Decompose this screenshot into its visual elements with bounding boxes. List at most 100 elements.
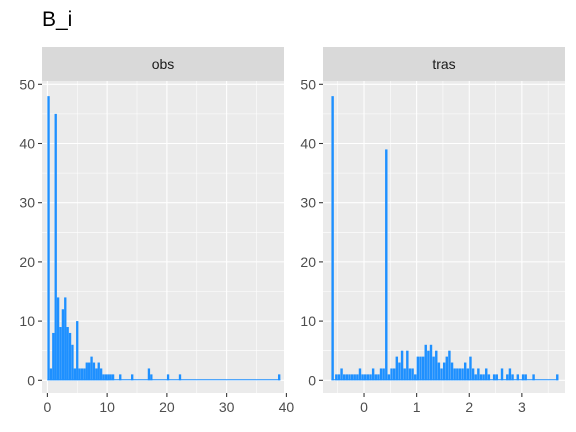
histogram-bar [516, 374, 520, 381]
histogram-bar [131, 374, 134, 381]
histogram-bar [390, 368, 393, 381]
histogram-bar [479, 374, 483, 381]
histogram-bar [511, 374, 514, 381]
histogram-bar [109, 374, 112, 381]
x-tick-label: 1 [413, 399, 421, 415]
histogram-bar [166, 374, 170, 381]
histogram-bar [88, 362, 91, 381]
histogram-bar [461, 368, 464, 381]
histogram-bar [398, 362, 401, 381]
histogram-bar [411, 368, 414, 381]
histogram-bar [487, 374, 491, 381]
facet-label: tras [432, 56, 455, 72]
histogram-bar [421, 356, 425, 381]
histogram-bar [49, 368, 53, 381]
histogram-bar [71, 344, 74, 381]
y-tick-label: 20 [19, 254, 35, 270]
histogram-bar [73, 368, 76, 381]
histogram-bar [364, 374, 367, 381]
histogram-bar [350, 374, 354, 381]
x-tick-label: 0 [43, 399, 51, 415]
histogram-bar [429, 344, 433, 381]
histogram-bar [369, 374, 372, 381]
histogram-bar [427, 350, 430, 381]
histogram-bar [395, 356, 399, 381]
y-tick-label: 30 [300, 195, 316, 211]
x-tick-label: 2 [465, 399, 473, 415]
y-tick-label: 40 [300, 136, 316, 152]
histogram-bar [76, 321, 79, 381]
histogram-bar [532, 374, 535, 381]
histogram-bar [469, 356, 472, 381]
histogram-bar [56, 297, 60, 381]
histogram-bar [485, 368, 488, 381]
histogram-bar [463, 362, 467, 381]
x-tick-label: 0 [360, 399, 368, 415]
histogram-bar [414, 374, 417, 381]
histogram-bar [340, 368, 343, 381]
histogram-bar [453, 368, 456, 381]
histogram-bar [440, 368, 443, 381]
y-tick-label: 0 [308, 372, 316, 388]
histogram-bar [90, 356, 93, 381]
x-tick-label: 10 [99, 399, 115, 415]
y-tick-label: 40 [19, 136, 35, 152]
panel-background [323, 81, 565, 393]
histogram-bar [97, 362, 100, 381]
histogram-bar [474, 374, 477, 381]
histogram-bar [95, 368, 98, 381]
y-tick-label: 0 [27, 372, 35, 388]
histogram-bar [85, 362, 88, 381]
panel-tras: tras 0 10 20 30 40 50 0 1 2 3 [300, 47, 565, 415]
histogram-bar [54, 113, 57, 381]
histogram-bar [335, 374, 338, 381]
histogram-bar [450, 362, 454, 381]
histogram-bar [442, 362, 446, 381]
histogram-bar [400, 350, 404, 381]
histogram-bar [495, 374, 498, 381]
histogram-bar [377, 374, 380, 381]
histogram-bar [406, 350, 409, 381]
chart-title: B_i [42, 8, 73, 31]
histogram-bar [102, 374, 105, 381]
y-tick-label: 30 [19, 195, 35, 211]
histogram-bar [419, 356, 422, 381]
histogram-bar [64, 297, 67, 381]
histogram-bar [435, 350, 438, 381]
histogram-bar [382, 368, 385, 381]
facet-strip [323, 47, 565, 81]
histogram-bar [107, 374, 110, 381]
histogram-bar [366, 374, 370, 381]
histogram-bar [358, 368, 362, 381]
histogram-bar [92, 362, 96, 381]
histogram-bar [83, 368, 86, 381]
histogram-bar [471, 368, 475, 381]
histogram-bar [387, 374, 391, 381]
histogram-bar [178, 374, 182, 381]
histogram-bar [392, 368, 396, 381]
histogram-bar [80, 368, 84, 381]
histogram-bar [500, 368, 504, 381]
histogram-bar [104, 374, 108, 381]
histogram-bar [331, 96, 334, 381]
y-tick-label: 10 [19, 313, 35, 329]
histogram-bar [445, 356, 448, 381]
histogram-bar [477, 368, 480, 381]
histogram-bar [408, 368, 412, 381]
histogram-bar [78, 368, 81, 381]
facet-label: obs [152, 56, 175, 72]
histogram-bar [448, 350, 451, 381]
histogram-bar [374, 374, 377, 381]
histogram-bar [456, 368, 459, 381]
histogram-bar [337, 374, 341, 381]
histogram-bar [432, 356, 435, 381]
x-tick-label: 20 [159, 399, 175, 415]
histogram-bar [353, 374, 356, 381]
histogram-bar [466, 368, 470, 381]
histogram-bar [342, 374, 346, 381]
histogram-bar [150, 374, 153, 381]
histogram-bar [348, 374, 351, 381]
histogram-bar [99, 368, 103, 381]
histogram-bar [345, 374, 349, 381]
